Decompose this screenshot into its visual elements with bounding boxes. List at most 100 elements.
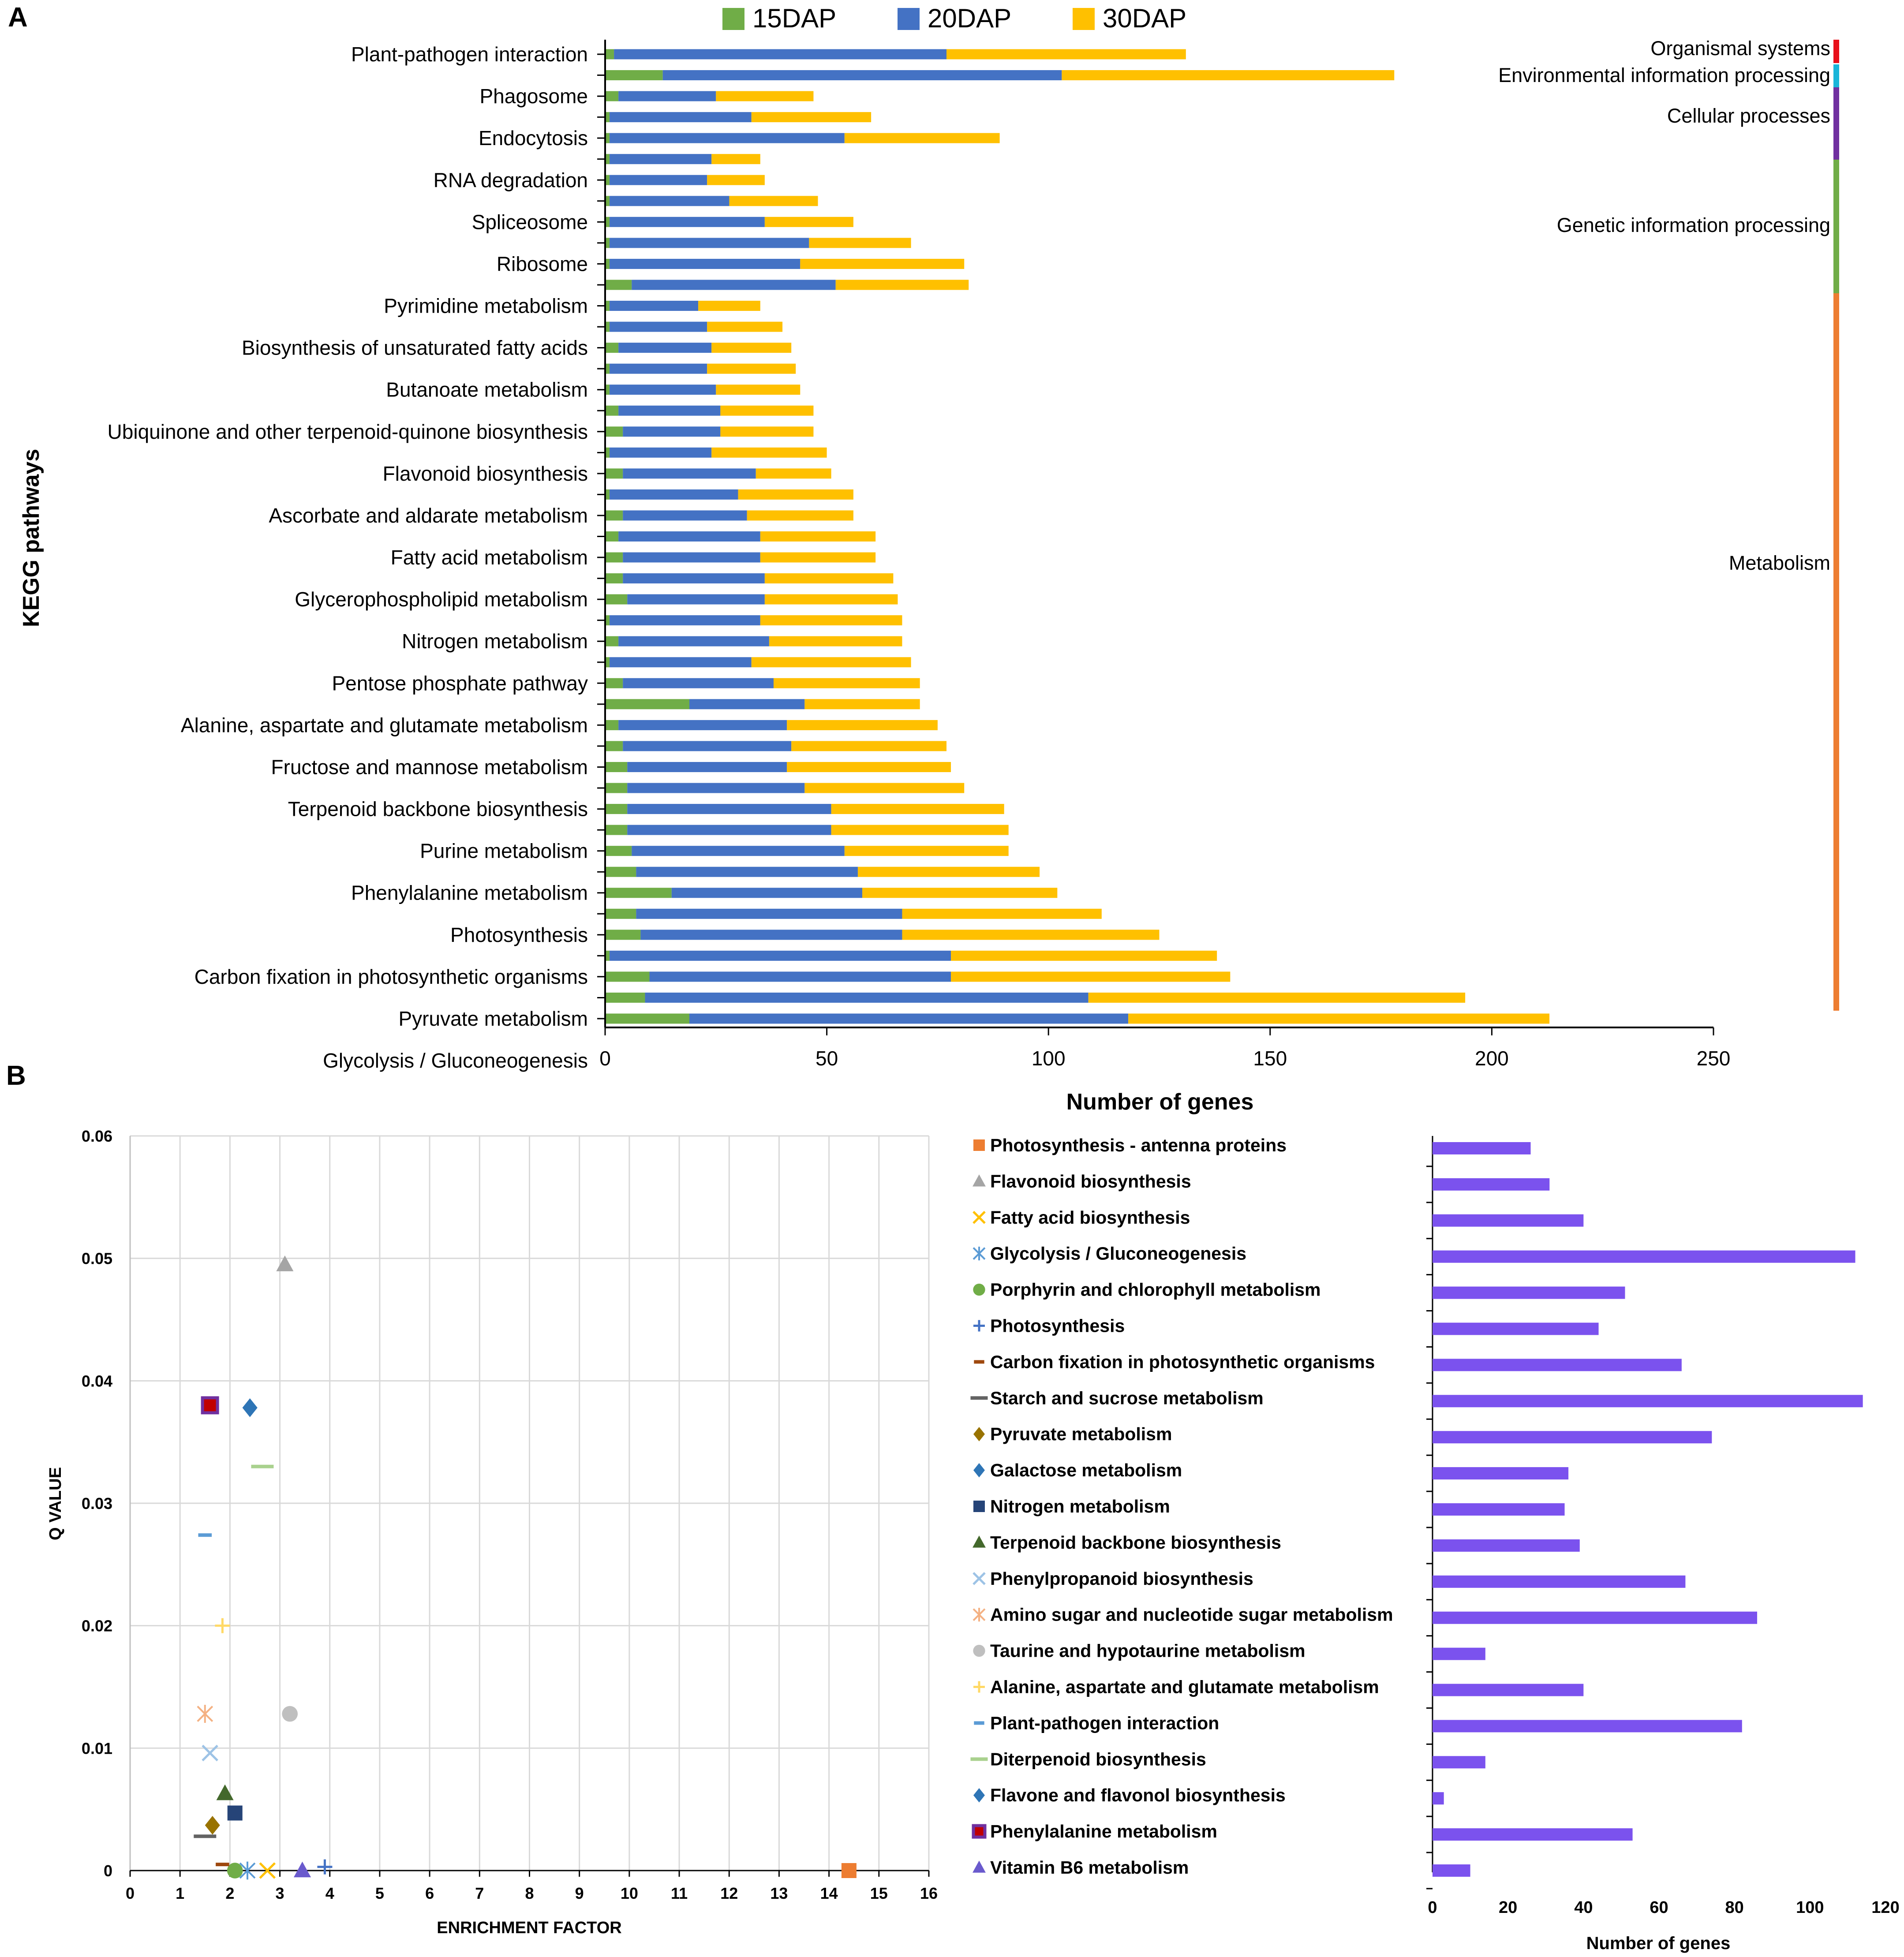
bar-segment-20DAP — [627, 783, 805, 793]
bar-segment-15DAP — [605, 321, 610, 332]
bar-segment-15DAP — [605, 908, 636, 919]
marker-triangle — [276, 1255, 294, 1271]
bar-segment-15DAP — [605, 405, 619, 416]
bar-segment-15DAP — [605, 720, 619, 730]
bar-segment-30DAP — [831, 804, 1004, 814]
marker-square-outline — [972, 1824, 987, 1839]
bar-segment-20DAP — [618, 636, 769, 646]
marker-circle — [973, 1644, 985, 1657]
marker-x — [259, 1862, 276, 1879]
marker-x — [202, 1744, 218, 1762]
bar-segment-30DAP — [698, 301, 760, 311]
x-tick-label: 50 — [815, 1047, 838, 1070]
bar-segment-20DAP — [610, 321, 707, 332]
bar-segment-15DAP — [605, 657, 610, 668]
bar-segment-20DAP — [610, 217, 765, 227]
gene-count-bar — [1433, 1792, 1444, 1805]
bar-segment-15DAP — [605, 594, 628, 605]
group-bracket — [1833, 87, 1839, 160]
x-tick-label: 16 — [920, 1884, 938, 1902]
panel-a-y-axis-title: KEGG pathways — [19, 449, 44, 627]
marker-square — [973, 1139, 985, 1151]
bar-segment-20DAP — [689, 699, 805, 710]
gene-count-bar — [1433, 1684, 1584, 1696]
bar-segment-30DAP — [902, 908, 1102, 919]
marker-triangle — [216, 1784, 234, 1800]
legend-label: Pyruvate metabolism — [990, 1424, 1172, 1444]
bar-segment-30DAP — [720, 426, 814, 437]
marker-star — [973, 1247, 986, 1261]
x-tick-label: 4 — [325, 1884, 334, 1902]
bar-segment-20DAP — [645, 992, 1089, 1003]
legend-label: Fatty acid biosynthesis — [990, 1207, 1190, 1228]
bar-segment-15DAP — [605, 112, 610, 123]
gene-count-bar — [1433, 1359, 1682, 1371]
bar-segment-30DAP — [1128, 1013, 1550, 1024]
x-tick-label: 11 — [671, 1884, 688, 1902]
bar-segment-15DAP — [605, 825, 628, 835]
gene-count-bar — [1433, 1178, 1550, 1191]
bar-segment-30DAP — [756, 468, 831, 479]
legend-label: Carbon fixation in photosynthetic organi… — [990, 1352, 1375, 1372]
x-tick-label: 150 — [1253, 1047, 1287, 1070]
panel-b-bars-x-axis-title: Number of genes — [1586, 1934, 1731, 1953]
bar-segment-20DAP — [662, 70, 1062, 81]
bar-segment-20DAP — [632, 280, 836, 290]
panel-b-bars-x-ticks: 0 20 40 60 80 100 120 — [1428, 1898, 1899, 1917]
gene-count-bar — [1433, 1395, 1863, 1408]
gene-count-bar — [1433, 1611, 1758, 1624]
bar-segment-30DAP — [787, 720, 938, 730]
x-tick-label: 80 — [1725, 1898, 1744, 1917]
bar-segment-30DAP — [1088, 992, 1466, 1003]
group-bracket — [1833, 40, 1839, 63]
bar-segment-15DAP — [605, 510, 623, 521]
category-label: Terpenoid backbone biosynthesis — [288, 798, 588, 821]
bar-segment-30DAP — [787, 762, 951, 772]
legend-label: 30DAP — [1103, 4, 1186, 33]
panel-b-grid — [130, 1135, 930, 1871]
bar-segment-30DAP — [729, 196, 818, 206]
bar-segment-20DAP — [610, 238, 809, 248]
bar-segment-30DAP — [804, 783, 965, 793]
gene-count-bar — [1433, 1828, 1633, 1841]
legend-label: Terpenoid backbone biosynthesis — [990, 1532, 1281, 1553]
bar-segment-20DAP — [610, 196, 729, 206]
x-tick-label: 10 — [621, 1884, 638, 1902]
category-label: Fatty acid metabolism — [391, 546, 588, 569]
legend-label: Alanine, aspartate and glutamate metabol… — [990, 1677, 1379, 1697]
category-label: Purine metabolism — [420, 840, 588, 863]
marker-square — [973, 1501, 985, 1512]
bar-segment-30DAP — [831, 825, 1009, 835]
marker-triangle — [973, 1535, 986, 1548]
marker-diamond — [242, 1398, 258, 1417]
bar-segment-20DAP — [671, 888, 863, 898]
bar-segment-30DAP — [711, 447, 827, 458]
category-label: Pyruvate metabolism — [399, 1007, 588, 1030]
bar-segment-15DAP — [605, 992, 645, 1003]
bar-segment-20DAP — [636, 908, 902, 919]
bar-segment-20DAP — [610, 363, 707, 374]
bar-segment-15DAP — [605, 846, 632, 856]
bar-segment-15DAP — [605, 552, 623, 563]
bar-segment-30DAP — [835, 280, 969, 290]
marker-x — [973, 1211, 986, 1224]
x-tick-label: 9 — [575, 1884, 584, 1902]
bar-segment-15DAP — [605, 238, 610, 248]
bar-segment-30DAP — [769, 636, 902, 646]
x-tick-label: 8 — [525, 1884, 534, 1902]
bar-segment-30DAP — [711, 154, 760, 164]
x-tick-label: 40 — [1574, 1898, 1593, 1917]
bar-segment-15DAP — [605, 363, 610, 374]
bar-segment-20DAP — [623, 741, 792, 751]
marker-star — [197, 1705, 213, 1723]
bar-segment-20DAP — [627, 825, 831, 835]
x-tick-label: 100 — [1032, 1047, 1066, 1070]
bar-segment-30DAP — [720, 405, 814, 416]
gene-count-bar — [1433, 1431, 1712, 1444]
marker-triangle — [973, 1860, 986, 1873]
bar-segment-15DAP — [605, 154, 610, 164]
panel-a-stacked-bar-chart: 15DAP 20DAP 30DAP Plant-pathogen interacti… — [19, 4, 1839, 1115]
marker-dash — [216, 1863, 229, 1867]
bar-segment-15DAP — [605, 258, 610, 269]
marker-plus — [317, 1859, 333, 1875]
